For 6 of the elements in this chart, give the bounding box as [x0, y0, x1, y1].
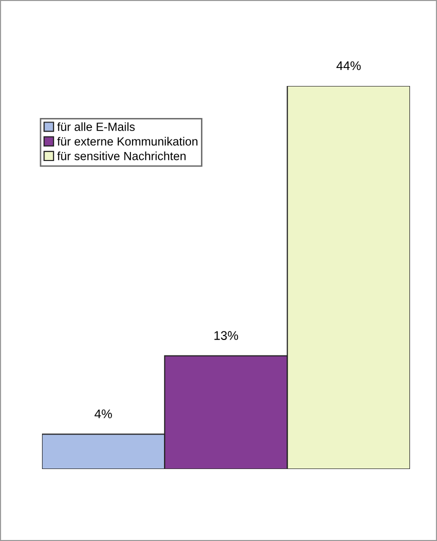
data-label: 44% [336, 61, 361, 70]
data-label: 13% [214, 331, 238, 340]
legend-label: für alle E-Mails [57, 122, 135, 131]
data-label: 4% [94, 410, 112, 418]
legend-label: für externe Kommunikation [57, 136, 198, 146]
legend-label: für sensitive Nachrichten [57, 152, 186, 160]
